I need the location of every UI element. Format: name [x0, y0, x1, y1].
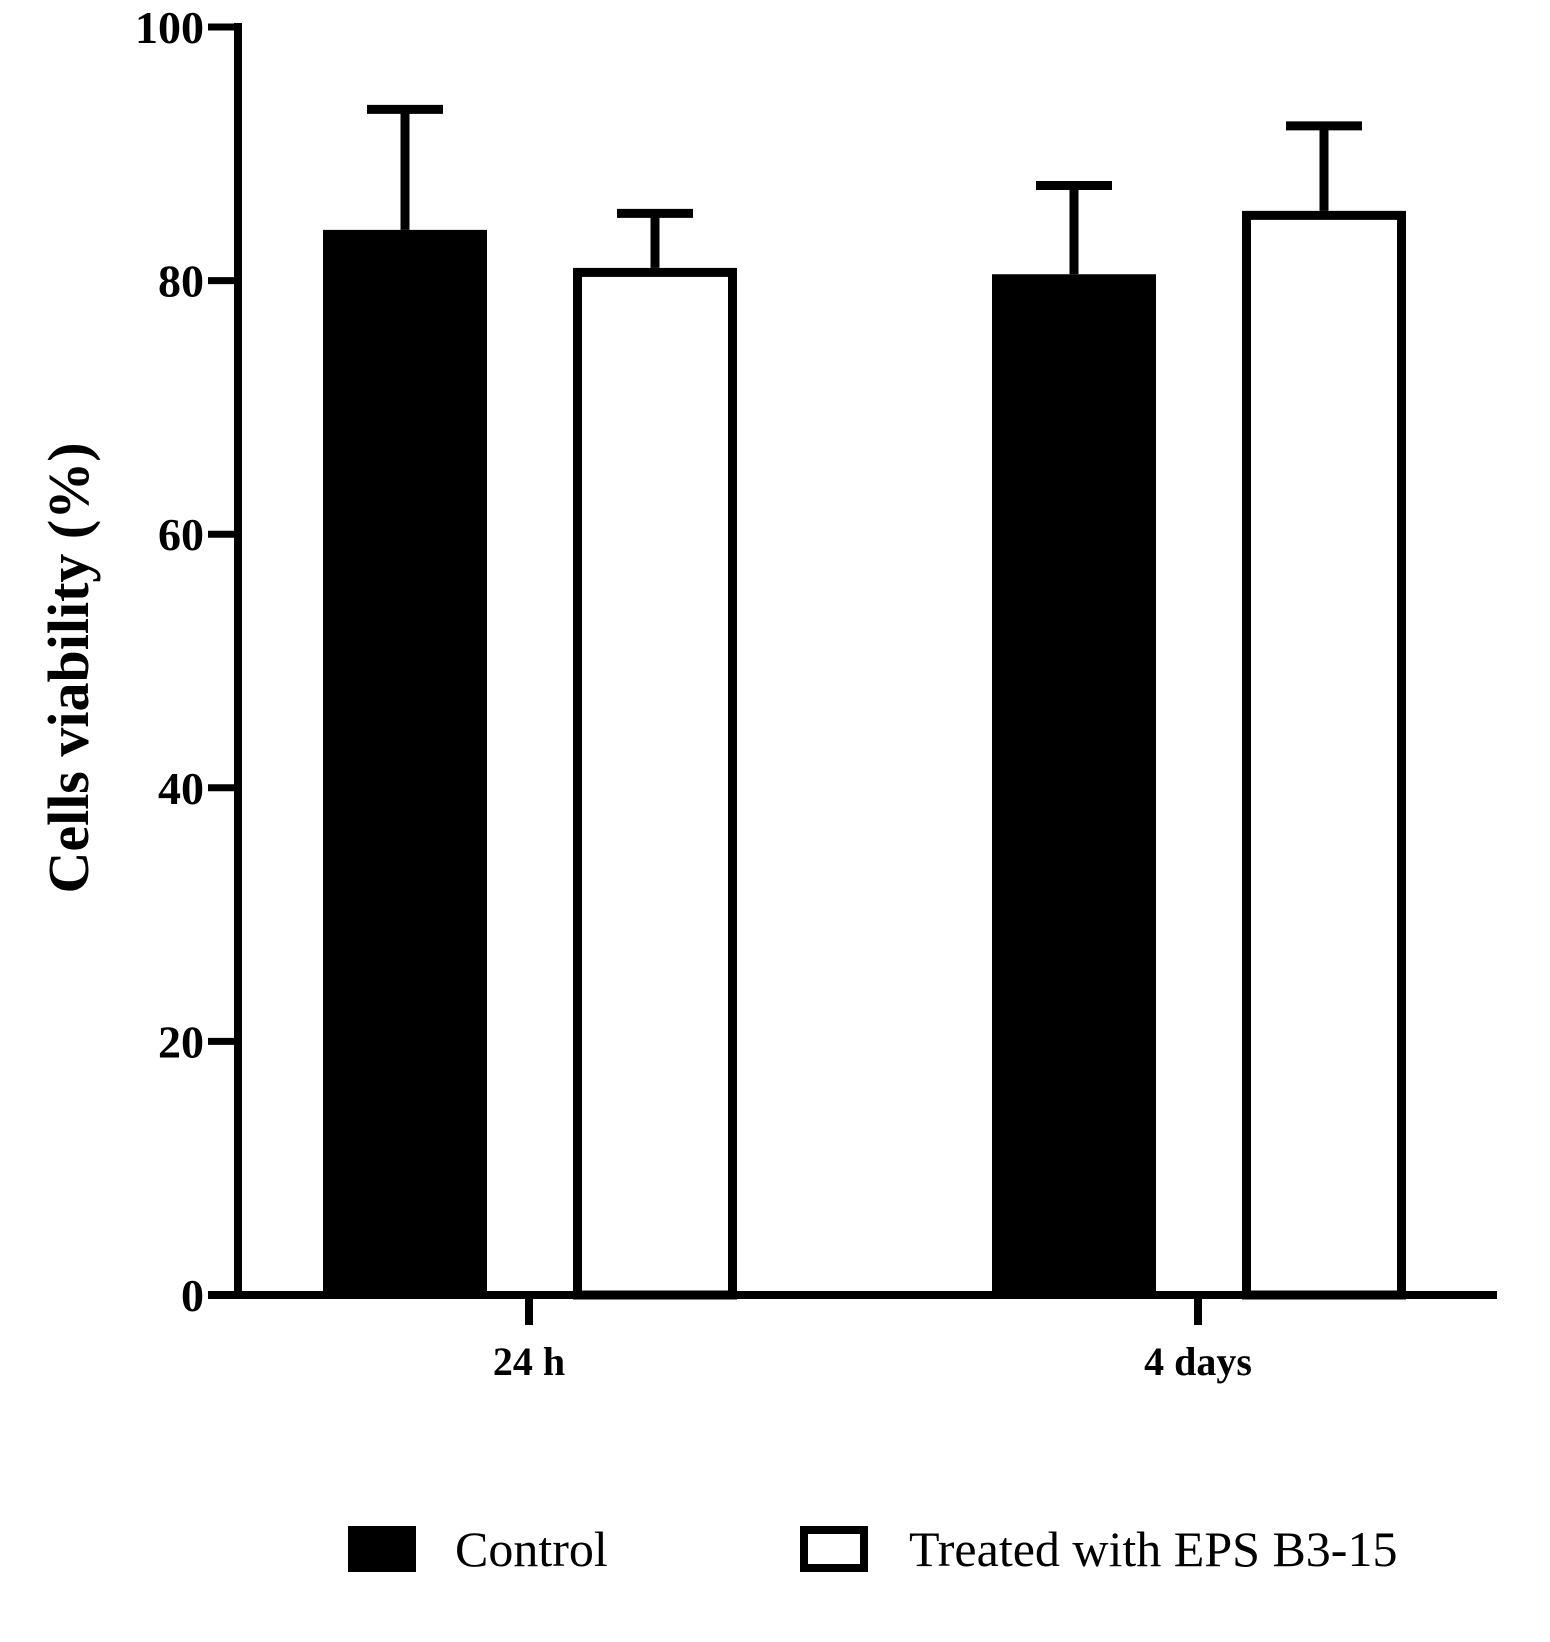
y-tick-label-100: 100	[135, 2, 204, 53]
bar-series-1-4-days	[992, 274, 1156, 1295]
bars-layer	[323, 104, 1406, 1300]
x-tick-label-4-days: 4 days	[1144, 1339, 1252, 1384]
y-axis-title: Cells viability (%)	[36, 442, 101, 893]
legend-label-2: Treated with EPS B3-15	[909, 1521, 1397, 1577]
y-tick-label-40: 40	[158, 763, 204, 814]
legend: Control Treated with EPS B3-15	[348, 1521, 1397, 1577]
legend-swatch-2	[800, 1526, 868, 1572]
y-tick-label-80: 80	[158, 256, 204, 307]
legend-label-1: Control	[455, 1521, 608, 1577]
y-tick-label-60: 60	[158, 509, 204, 560]
bar-series-2-4-days	[1242, 210, 1406, 1300]
bar-series-2-24-h	[573, 267, 737, 1300]
axes-layer: 0 20 40 60 80 100 24 h 4 days	[135, 2, 1497, 1384]
y-tick-label-20: 20	[158, 1016, 204, 1067]
x-tick-label-24-h: 24 h	[493, 1339, 565, 1384]
bar-series-1-24-h	[323, 229, 487, 1295]
y-tick-label-0: 0	[181, 1270, 204, 1321]
legend-swatch-1	[348, 1526, 416, 1572]
